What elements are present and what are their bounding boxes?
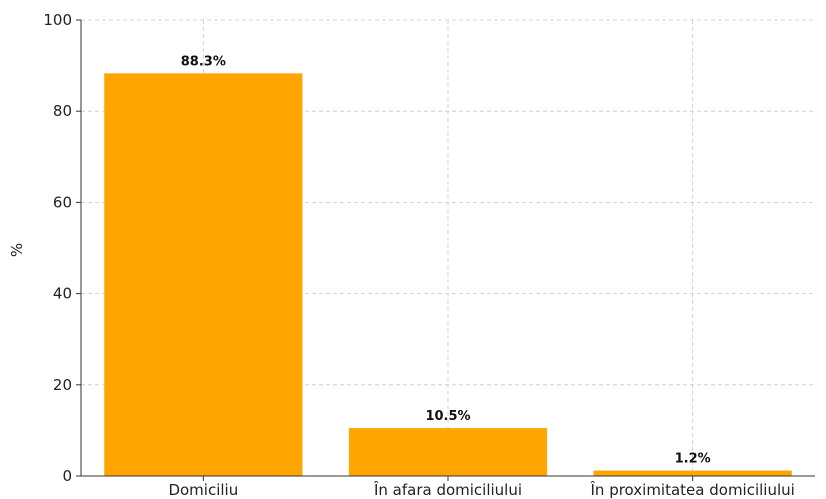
bar-value-label: 10.5% bbox=[425, 409, 470, 424]
bar bbox=[593, 470, 792, 476]
y-tick-label: 60 bbox=[53, 193, 72, 211]
y-axis-title: % bbox=[8, 243, 26, 257]
bar bbox=[104, 73, 303, 477]
axes: 0 20 40 60 80 100 Domiciliu În afara domiciliul… bbox=[43, 11, 815, 499]
y-tick-label: 100 bbox=[43, 11, 72, 29]
x-tick-label: În proximitatea domiciliului bbox=[590, 480, 795, 499]
y-tick-label: 20 bbox=[53, 376, 72, 394]
x-tick-label: În afara domiciliului bbox=[373, 480, 522, 499]
y-tick-label: 0 bbox=[62, 467, 72, 485]
y-tick-label: 40 bbox=[53, 285, 72, 303]
y-tick-label: 80 bbox=[53, 102, 72, 120]
bars bbox=[104, 73, 792, 477]
bar bbox=[348, 428, 548, 476]
data-labels: 88.3% 10.5% 1.2% bbox=[181, 54, 711, 466]
bar-value-label: 1.2% bbox=[675, 452, 711, 467]
bar-value-label: 88.3% bbox=[181, 54, 226, 69]
x-tick-label: Domiciliu bbox=[168, 481, 238, 499]
